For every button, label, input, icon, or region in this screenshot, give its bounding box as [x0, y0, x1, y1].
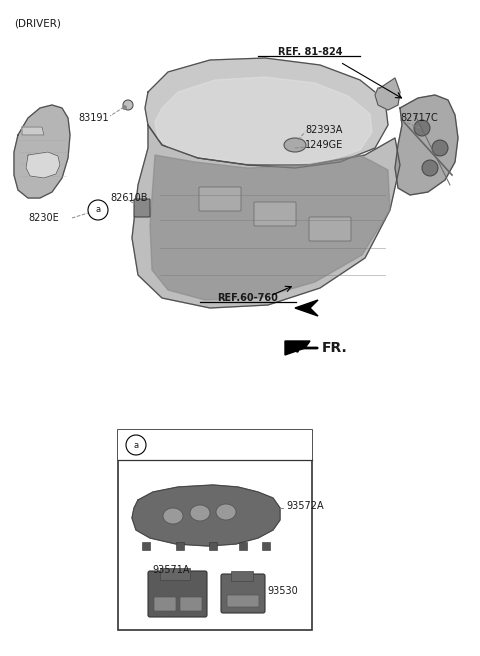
- Ellipse shape: [216, 504, 236, 520]
- Text: FR.: FR.: [322, 341, 348, 355]
- Circle shape: [422, 160, 438, 176]
- Polygon shape: [14, 105, 70, 198]
- Polygon shape: [395, 95, 458, 195]
- Circle shape: [126, 435, 146, 455]
- Polygon shape: [22, 127, 44, 135]
- FancyBboxPatch shape: [134, 199, 150, 217]
- FancyBboxPatch shape: [180, 597, 202, 611]
- Bar: [231, 571, 253, 581]
- Text: 93530: 93530: [267, 586, 298, 596]
- Circle shape: [414, 120, 430, 136]
- Polygon shape: [132, 485, 280, 546]
- Bar: [118, 430, 312, 460]
- FancyBboxPatch shape: [254, 202, 296, 226]
- Text: 8230E: 8230E: [28, 213, 59, 223]
- Polygon shape: [375, 78, 400, 110]
- Text: REF.60-760: REF.60-760: [217, 293, 278, 303]
- Circle shape: [88, 200, 108, 220]
- Text: 83191: 83191: [78, 113, 108, 123]
- Text: 93572A: 93572A: [286, 501, 324, 511]
- Text: 82610B: 82610B: [110, 193, 147, 203]
- Polygon shape: [26, 152, 60, 178]
- Polygon shape: [285, 341, 310, 355]
- Polygon shape: [132, 125, 400, 308]
- Ellipse shape: [284, 138, 306, 152]
- Text: 82717C: 82717C: [400, 113, 438, 123]
- Text: 82393A: 82393A: [305, 125, 342, 135]
- FancyBboxPatch shape: [154, 597, 176, 611]
- Text: a: a: [96, 205, 101, 215]
- Bar: [209, 542, 217, 550]
- Polygon shape: [150, 155, 390, 300]
- Text: 93571A: 93571A: [152, 565, 190, 575]
- Polygon shape: [155, 77, 372, 165]
- FancyBboxPatch shape: [148, 571, 207, 617]
- Bar: [176, 542, 184, 550]
- Polygon shape: [295, 300, 318, 316]
- Bar: [239, 542, 247, 550]
- Text: REF. 81-824: REF. 81-824: [278, 47, 342, 57]
- FancyBboxPatch shape: [221, 574, 265, 613]
- FancyBboxPatch shape: [227, 595, 259, 607]
- Bar: [262, 542, 270, 550]
- Bar: [160, 568, 190, 580]
- Text: a: a: [133, 440, 139, 449]
- Circle shape: [432, 140, 448, 156]
- Ellipse shape: [163, 508, 183, 524]
- Circle shape: [123, 100, 133, 110]
- Bar: [142, 542, 150, 550]
- Ellipse shape: [190, 505, 210, 521]
- Polygon shape: [145, 58, 388, 168]
- FancyBboxPatch shape: [309, 217, 351, 241]
- Text: (DRIVER): (DRIVER): [14, 18, 61, 28]
- Text: 1249GE: 1249GE: [305, 140, 343, 150]
- FancyBboxPatch shape: [199, 187, 241, 211]
- Bar: [118, 430, 312, 630]
